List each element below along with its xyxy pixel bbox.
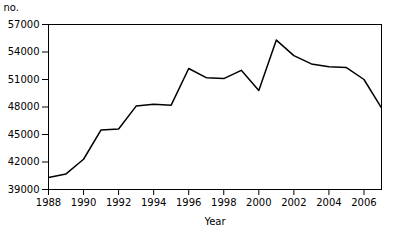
svg-text:1998: 1998 bbox=[211, 197, 236, 208]
svg-text:Year: Year bbox=[203, 216, 226, 227]
svg-text:57000: 57000 bbox=[8, 19, 40, 30]
svg-text:2002: 2002 bbox=[281, 197, 306, 208]
svg-text:2004: 2004 bbox=[316, 197, 341, 208]
svg-text:1990: 1990 bbox=[71, 197, 96, 208]
svg-text:48000: 48000 bbox=[8, 101, 40, 112]
svg-text:42000: 42000 bbox=[8, 156, 40, 167]
svg-text:54000: 54000 bbox=[8, 46, 40, 57]
svg-text:1988: 1988 bbox=[36, 197, 61, 208]
svg-text:2000: 2000 bbox=[246, 197, 271, 208]
svg-text:1994: 1994 bbox=[141, 197, 166, 208]
svg-text:1996: 1996 bbox=[176, 197, 201, 208]
svg-text:2006: 2006 bbox=[351, 197, 376, 208]
svg-text:51000: 51000 bbox=[8, 74, 40, 85]
svg-text:45000: 45000 bbox=[8, 129, 40, 140]
svg-text:1992: 1992 bbox=[106, 197, 131, 208]
svg-text:39000: 39000 bbox=[8, 184, 40, 195]
svg-text:no.: no. bbox=[4, 2, 19, 13]
